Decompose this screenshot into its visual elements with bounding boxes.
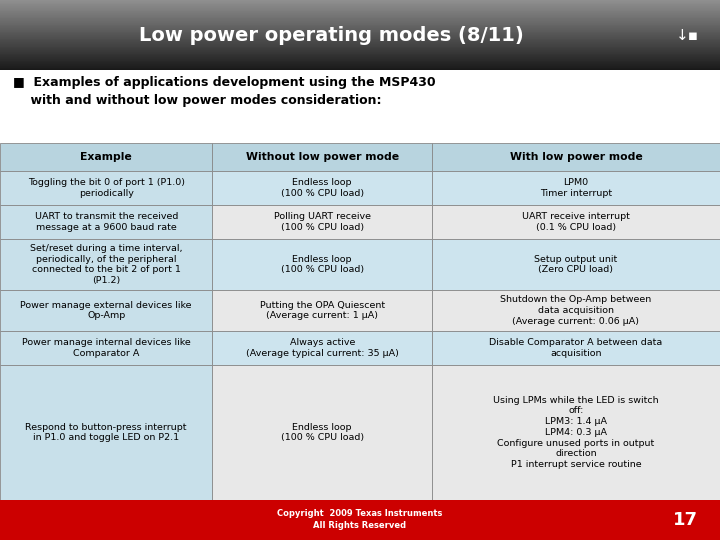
Bar bbox=[212, 205, 432, 239]
Text: Shutdown the Op-Amp between
data acquisition
(Average current: 0.06 μA): Shutdown the Op-Amp between data acquisi… bbox=[500, 295, 652, 326]
Bar bbox=[432, 205, 720, 239]
Bar bbox=[0, 25, 720, 26]
Bar bbox=[0, 2, 720, 3]
Bar bbox=[0, 12, 720, 13]
Bar bbox=[212, 143, 432, 171]
Bar bbox=[0, 7, 720, 8]
Bar bbox=[0, 21, 720, 22]
Bar bbox=[0, 13, 720, 14]
Bar bbox=[0, 60, 720, 62]
Text: ↓▪: ↓▪ bbox=[676, 28, 699, 43]
Bar bbox=[0, 26, 720, 27]
Bar bbox=[0, 291, 212, 330]
Text: UART to transmit the received
message at a 9600 baud rate: UART to transmit the received message at… bbox=[35, 212, 178, 232]
Bar bbox=[0, 15, 720, 16]
Text: Putting the OPA Quiescent
(Average current: 1 μA): Putting the OPA Quiescent (Average curre… bbox=[260, 301, 384, 320]
Bar bbox=[0, 4, 720, 5]
Bar bbox=[0, 66, 720, 68]
Bar bbox=[0, 366, 212, 500]
Text: Endless loop
(100 % CPU load): Endless loop (100 % CPU load) bbox=[281, 178, 364, 198]
Bar bbox=[0, 42, 720, 43]
Bar bbox=[0, 41, 720, 42]
Text: Setup output unit
(Zero CPU load): Setup output unit (Zero CPU load) bbox=[534, 254, 618, 274]
Bar bbox=[212, 366, 432, 500]
Bar bbox=[432, 171, 720, 205]
Text: Disable Comparator A between data
acquisition: Disable Comparator A between data acquis… bbox=[490, 338, 662, 358]
Bar bbox=[0, 65, 720, 66]
Bar bbox=[0, 330, 212, 366]
Text: Endless loop
(100 % CPU load): Endless loop (100 % CPU load) bbox=[281, 423, 364, 442]
Bar bbox=[0, 37, 720, 38]
Bar bbox=[0, 239, 212, 291]
Text: Toggling the bit 0 of port 1 (P1.0)
periodically: Toggling the bit 0 of port 1 (P1.0) peri… bbox=[27, 178, 185, 198]
Text: Polling UART receive
(100 % CPU load): Polling UART receive (100 % CPU load) bbox=[274, 212, 371, 232]
Bar bbox=[0, 19, 720, 20]
Bar bbox=[0, 49, 720, 50]
Bar bbox=[0, 55, 720, 56]
Bar bbox=[212, 291, 432, 330]
Bar bbox=[432, 330, 720, 366]
Bar bbox=[0, 48, 720, 49]
Bar bbox=[0, 500, 720, 540]
Bar bbox=[432, 366, 720, 500]
Bar bbox=[0, 33, 720, 34]
Bar bbox=[0, 59, 720, 60]
Bar bbox=[0, 3, 720, 4]
Bar bbox=[0, 64, 720, 65]
Bar bbox=[0, 40, 720, 41]
Bar bbox=[0, 205, 212, 239]
Bar bbox=[0, 58, 720, 59]
Bar bbox=[0, 51, 720, 52]
Bar bbox=[0, 1, 720, 2]
Text: ■  Examples of applications development using the MSP430
    with and without lo: ■ Examples of applications development u… bbox=[13, 76, 436, 107]
Bar bbox=[0, 44, 720, 45]
Bar bbox=[0, 62, 720, 63]
Bar bbox=[432, 239, 720, 291]
Bar bbox=[0, 69, 720, 70]
Bar bbox=[0, 34, 720, 35]
Text: UART receive interrupt
(0.1 % CPU load): UART receive interrupt (0.1 % CPU load) bbox=[522, 212, 630, 232]
Bar bbox=[0, 68, 720, 69]
Bar bbox=[0, 22, 720, 23]
Bar bbox=[0, 35, 720, 36]
Bar bbox=[0, 6, 720, 7]
Text: LPM0
Timer interrupt: LPM0 Timer interrupt bbox=[540, 178, 612, 198]
Bar bbox=[432, 143, 720, 171]
Text: Always active
(Average typical current: 35 μA): Always active (Average typical current: … bbox=[246, 338, 399, 358]
Text: Endless loop
(100 % CPU load): Endless loop (100 % CPU load) bbox=[281, 254, 364, 274]
Bar bbox=[0, 56, 720, 57]
Bar bbox=[0, 8, 720, 9]
Bar bbox=[0, 70, 720, 143]
Bar bbox=[0, 0, 720, 1]
Bar bbox=[0, 16, 720, 17]
Bar bbox=[0, 50, 720, 51]
Text: Copyright  2009 Texas Instruments
All Rights Reserved: Copyright 2009 Texas Instruments All Rig… bbox=[277, 509, 443, 530]
Bar bbox=[0, 57, 720, 58]
Text: With low power mode: With low power mode bbox=[510, 152, 642, 162]
Bar bbox=[0, 36, 720, 37]
Bar bbox=[0, 143, 212, 171]
Bar bbox=[0, 18, 720, 19]
Bar bbox=[0, 63, 720, 64]
Text: Power manage internal devices like
Comparator A: Power manage internal devices like Compa… bbox=[22, 338, 191, 358]
Text: Set/reset during a time interval,
periodically, of the peripheral
connected to t: Set/reset during a time interval, period… bbox=[30, 244, 182, 285]
Bar bbox=[0, 46, 720, 48]
Bar bbox=[0, 171, 212, 205]
Bar bbox=[432, 291, 720, 330]
Bar bbox=[0, 66, 720, 67]
Bar bbox=[0, 29, 720, 30]
Bar bbox=[0, 9, 720, 10]
Bar bbox=[0, 5, 720, 6]
Text: Respond to button-press interrupt
in P1.0 and toggle LED on P2.1: Respond to button-press interrupt in P1.… bbox=[25, 423, 187, 442]
Bar bbox=[0, 23, 720, 24]
Bar bbox=[0, 30, 720, 31]
Bar bbox=[0, 20, 720, 21]
Bar bbox=[0, 53, 720, 55]
Bar bbox=[0, 28, 720, 29]
Text: Using LPMs while the LED is switch
off:
LPM3: 1.4 μA
LPM4: 0.3 μA
Configure unus: Using LPMs while the LED is switch off: … bbox=[493, 396, 659, 469]
Bar bbox=[0, 45, 720, 46]
Text: Power manage external devices like
Op-Amp: Power manage external devices like Op-Am… bbox=[20, 301, 192, 320]
Text: Low power operating modes (8/11): Low power operating modes (8/11) bbox=[139, 25, 523, 45]
Bar bbox=[0, 14, 720, 15]
Bar bbox=[212, 330, 432, 366]
